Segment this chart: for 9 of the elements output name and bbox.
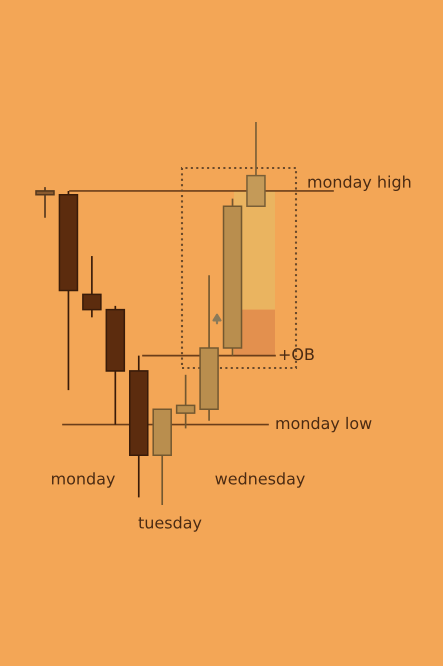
ref-line-label: +OB <box>280 348 314 360</box>
candlestick <box>35 186 55 219</box>
annotation: monday <box>52 472 115 488</box>
text: tuesday <box>138 516 202 532</box>
candlestick <box>176 374 196 430</box>
ref-line-label: monday low <box>276 416 372 432</box>
annotation: wednesday <box>215 472 305 488</box>
ref-line-label: monday high <box>308 175 410 191</box>
candlestick <box>82 255 102 318</box>
